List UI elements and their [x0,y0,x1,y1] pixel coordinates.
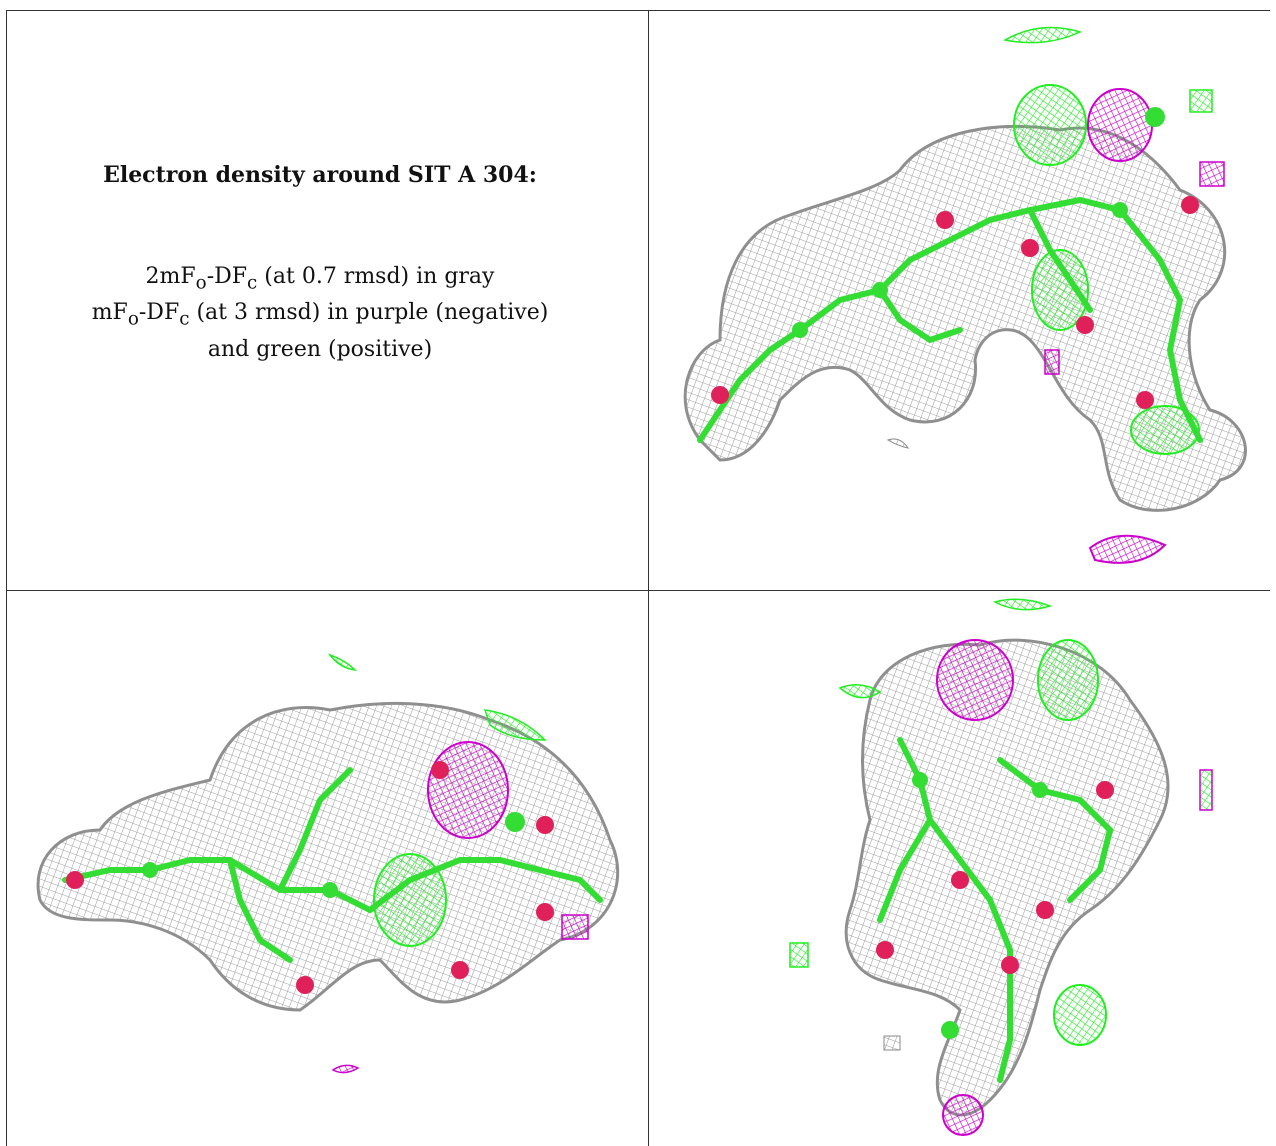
gray-density-mesh [844,638,1170,1117]
oxygen-atom [536,816,554,834]
carbon-atom [142,862,158,878]
oxygen-atom [1181,196,1199,214]
negative-density [936,639,1014,1136]
carbon-atom [1032,782,1048,798]
gray-mesh-bottom-left [36,701,620,1012]
border-middle-horizontal [6,590,1270,591]
oxygen-atom [66,871,84,889]
caption-line-gray: 2mFo-DFc (at 0.7 rmsd) in gray [145,264,495,294]
side-chain-bonds [997,757,1114,903]
green-blob [1037,639,1099,721]
negative-density [1044,88,1225,564]
purple-blob [1199,769,1213,811]
purple-blob [331,1064,360,1074]
view-bottom-right [789,438,1213,1136]
green-blob [1130,405,1200,455]
purple-blob [936,639,1014,721]
purple-blob [1088,534,1167,564]
backbone-bonds [897,737,1013,1083]
side-chain-bonds [1027,207,1093,313]
carbon-atom [912,772,928,788]
gray-mesh-fragment [886,438,910,449]
green-blob [1053,984,1107,1046]
gray-density-mesh [36,701,620,1012]
carbon-atom [1112,202,1128,218]
purple-blob [1044,349,1060,375]
green-blob [992,598,1053,611]
backbone-bonds [697,196,1203,443]
oxygen-atom [451,961,469,979]
purple-blob [427,741,509,839]
gray-density-small [883,438,910,1051]
oxygen-atom [1076,316,1094,334]
oxygen-atom [951,871,969,889]
green-blob [1002,26,1083,44]
border-middle-vertical [648,10,649,1146]
oxygen-atom [711,386,729,404]
carbon-atom [792,322,808,338]
oxygen-atom [1036,901,1054,919]
purple-blob [561,914,589,940]
gray-mesh-bottom-right [844,638,1170,1117]
green-blob [373,853,447,947]
atoms [876,772,1114,1039]
caption-title: Electron density around SIT A 304: [103,162,537,188]
positive-density [789,598,1213,1046]
positive-density [327,653,547,947]
border-left [6,10,7,1146]
gray-mesh-fragment [883,1035,901,1051]
carbon-atom [322,882,338,898]
side-chain-bonds [877,817,933,923]
gray-mesh-top-right [683,124,1247,512]
view-bottom-left [36,653,620,1074]
green-blob [1013,84,1087,166]
side-chain-bonds [227,857,293,963]
carbon-atom [872,282,888,298]
oxygen-atom [536,903,554,921]
oxygen-atom [1096,781,1114,799]
oxygen-atom [296,976,314,994]
side-chain-bonds [877,287,963,344]
carbon-atom [941,1021,959,1039]
side-chain-bonds [277,767,353,893]
green-blob [327,653,358,672]
purple-blob [1087,88,1153,162]
oxygen-atom [1021,239,1039,257]
purple-blob [1199,161,1225,187]
green-blob [1031,249,1089,331]
green-blob [483,709,547,741]
oxygen-atom [431,761,449,779]
view-top-right [683,26,1247,564]
gray-density-mesh [683,124,1247,512]
oxygen-atom [936,211,954,229]
stick-model [877,737,1114,1083]
atoms [711,107,1199,409]
ion-atom [1145,107,1165,127]
oxygen-atom [1136,391,1154,409]
positive-density [1002,26,1213,455]
caption-line-purple: mFo-DFc (at 3 rmsd) in purple (negative) [91,300,549,330]
border-top [6,10,1270,11]
oxygen-atom [1001,956,1019,974]
stick-model [697,196,1203,443]
purple-blob [942,1094,984,1136]
oxygen-atom [876,941,894,959]
atoms [66,761,554,994]
green-blob [789,942,809,968]
green-blob [1189,89,1213,113]
ion-atom [505,812,525,832]
caption-cell: Electron density around SIT A 304: 2mFo-… [20,160,620,365]
green-blob [838,684,882,699]
caption-line-green: and green (positive) [207,336,433,362]
